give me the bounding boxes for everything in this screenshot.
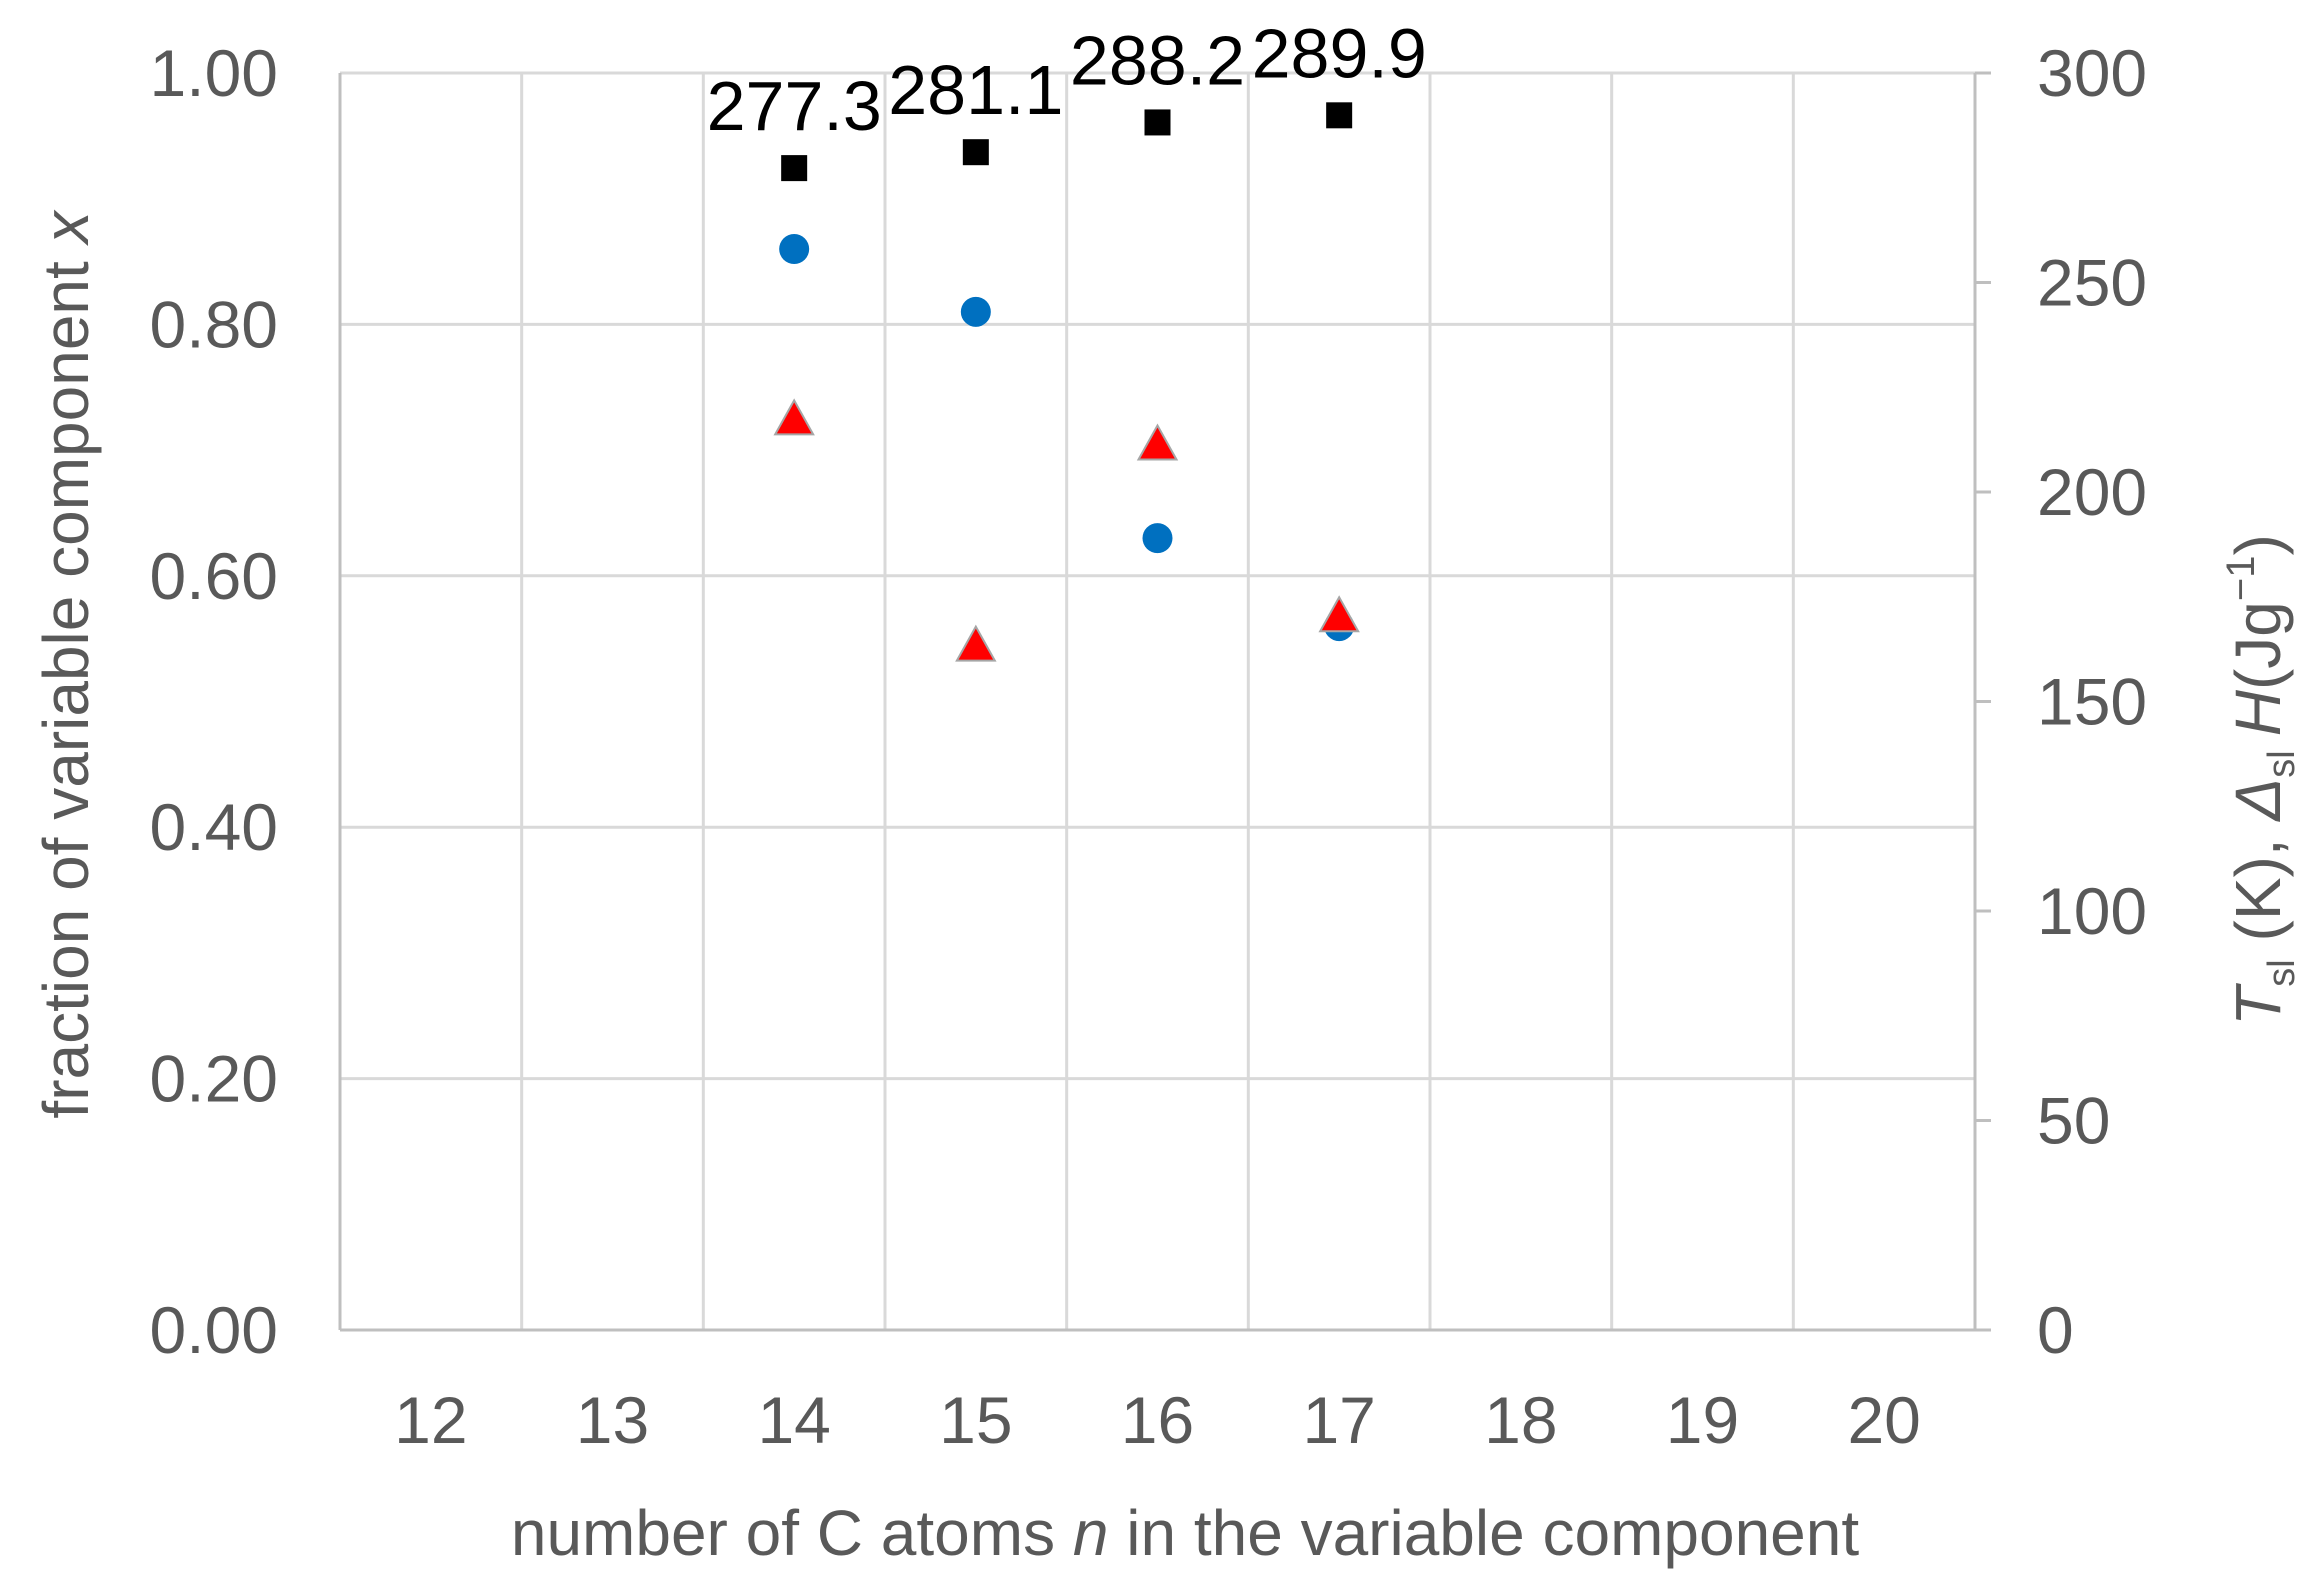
x-tick-label: 13 bbox=[576, 1383, 649, 1457]
right-y-axis-title-sl2: sl bbox=[2261, 750, 2303, 777]
x-axis-title-suffix: in the variable component bbox=[1108, 1497, 1859, 1569]
right-y-axis-title-h: H bbox=[2222, 689, 2294, 736]
left-y-axis-title-var: x bbox=[30, 209, 102, 246]
x-tick-label: 16 bbox=[1121, 1383, 1194, 1457]
circle-marker bbox=[960, 296, 991, 327]
triangle-marker bbox=[1136, 423, 1179, 461]
circle-marker bbox=[1142, 523, 1173, 554]
square-marker bbox=[1144, 109, 1171, 136]
x-tick-label: 17 bbox=[1302, 1383, 1375, 1457]
right-y-tick-label: 300 bbox=[2037, 36, 2147, 110]
x-tick-label: 15 bbox=[939, 1383, 1012, 1457]
right-y-axis-title-unit-close: ) bbox=[2222, 534, 2294, 555]
x-tick-label: 19 bbox=[1666, 1383, 1739, 1457]
data-label: 289.9 bbox=[1252, 14, 1427, 92]
right-y-tick-label: 50 bbox=[2037, 1084, 2110, 1158]
data-label: 277.3 bbox=[707, 67, 882, 145]
triangle-marker bbox=[955, 624, 997, 662]
right-y-axis-title: Tsl (K), Δsl H(Jg−1) bbox=[2219, 534, 2303, 1026]
x-tick-label: 20 bbox=[1847, 1383, 1920, 1457]
x-axis-title: number of C atoms n in the variable comp… bbox=[511, 1497, 1860, 1569]
left-y-tick-label: 0.00 bbox=[150, 1293, 278, 1367]
x-axis-title-var: n bbox=[1073, 1497, 1109, 1569]
axes bbox=[338, 71, 1991, 1332]
left-y-axis-title-prefix: fraction of variable component bbox=[30, 243, 102, 1118]
right-y-axis-title-t: T bbox=[2222, 983, 2294, 1026]
x-tick-label: 14 bbox=[757, 1383, 830, 1457]
left-y-tick-label: 1.00 bbox=[150, 36, 278, 110]
data-marks bbox=[773, 102, 1360, 662]
left-y-tick-label: 0.20 bbox=[150, 1042, 278, 1116]
right-y-axis-title-delta: Δ bbox=[2222, 778, 2294, 823]
left-y-tick-label: 0.40 bbox=[150, 790, 278, 864]
triangle-marker bbox=[773, 398, 815, 436]
gridlines bbox=[338, 71, 1977, 1332]
data-label: 281.1 bbox=[888, 51, 1063, 129]
right-y-tick-label: 150 bbox=[2037, 665, 2147, 739]
right-y-axis-title-sl: sl bbox=[2261, 959, 2303, 986]
left-y-tick-label: 0.60 bbox=[150, 539, 278, 613]
triangle-marker bbox=[1318, 595, 1360, 633]
circle-marker bbox=[779, 233, 810, 264]
left-y-tick-label: 0.80 bbox=[150, 287, 278, 361]
square-marker bbox=[781, 155, 808, 182]
x-axis-title-prefix: number of C atoms bbox=[511, 1497, 1073, 1569]
square-marker bbox=[962, 139, 989, 166]
data-label: 288.2 bbox=[1070, 21, 1245, 99]
right-y-tick-label: 200 bbox=[2037, 455, 2147, 529]
right-y-axis-title-exp: −1 bbox=[2219, 555, 2263, 601]
left-y-axis-title: fraction of variable component x bbox=[30, 209, 102, 1118]
right-y-tick-label: 0 bbox=[2037, 1293, 2074, 1367]
square-marker bbox=[1326, 102, 1353, 129]
right-y-axis-title-k: (K), bbox=[2222, 821, 2294, 960]
data-labels: 277.3 281.1 288.2 289.9 bbox=[707, 14, 1427, 145]
right-y-tick-label: 250 bbox=[2037, 246, 2147, 320]
right-y-axis-title-unit-open: (Jg bbox=[2222, 601, 2294, 690]
right-y-tick-label: 100 bbox=[2037, 874, 2147, 948]
x-tick-label: 12 bbox=[394, 1383, 467, 1457]
x-tick-label: 18 bbox=[1484, 1383, 1557, 1457]
tick-labels: 12 13 14 15 16 17 18 19 20 0.00 0.20 0.40 0.60 0.80 1.… bbox=[150, 36, 2148, 1457]
